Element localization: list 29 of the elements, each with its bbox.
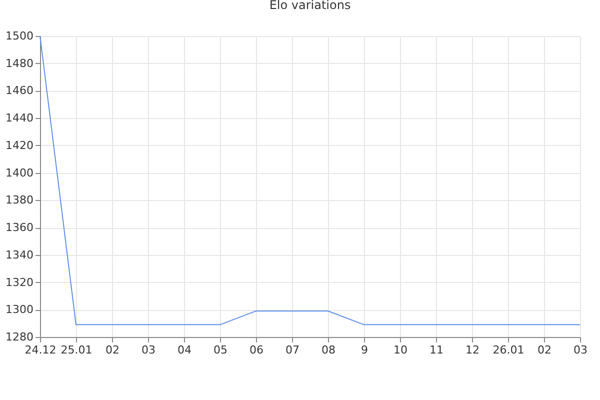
- x-tick-label: 06: [250, 344, 264, 356]
- y-tick-label: 1280: [6, 330, 34, 344]
- x-tick-label: 08: [322, 344, 336, 356]
- y-tick-label: 1340: [6, 248, 34, 262]
- y-tick-label: 1420: [6, 138, 34, 152]
- chart-title: Elo variations: [269, 0, 351, 12]
- x-tick-label: 9: [361, 344, 368, 356]
- y-tick-label: 1400: [6, 166, 34, 180]
- x-tick-label: 24.12: [24, 344, 56, 356]
- x-tick-label: 04: [178, 344, 192, 356]
- y-tick-label: 1380: [6, 194, 34, 207]
- x-tick-label: 10: [394, 344, 408, 356]
- x-tick-label: 07: [286, 344, 300, 356]
- y-tick-label: 1500: [6, 30, 34, 42]
- y-tick-label: 1320: [6, 276, 34, 289]
- x-tick-label: 12: [466, 344, 480, 356]
- x-tick-label: 02: [106, 344, 120, 356]
- x-tick-label: 03: [574, 344, 588, 356]
- y-tick-label: 1300: [6, 303, 34, 316]
- x-tick-label: 26.01: [492, 344, 524, 356]
- y-tick-label: 1360: [6, 221, 34, 234]
- x-tick-label: 02: [538, 344, 552, 356]
- y-tick-label: 1460: [6, 84, 34, 98]
- x-tick-label: 11: [430, 344, 444, 356]
- y-tick-label: 1480: [6, 56, 34, 70]
- x-tick-label: 05: [214, 344, 228, 356]
- x-tick-label: 03: [142, 344, 156, 356]
- y-tick-label: 1440: [6, 112, 34, 125]
- x-tick-label: 25.01: [60, 344, 92, 356]
